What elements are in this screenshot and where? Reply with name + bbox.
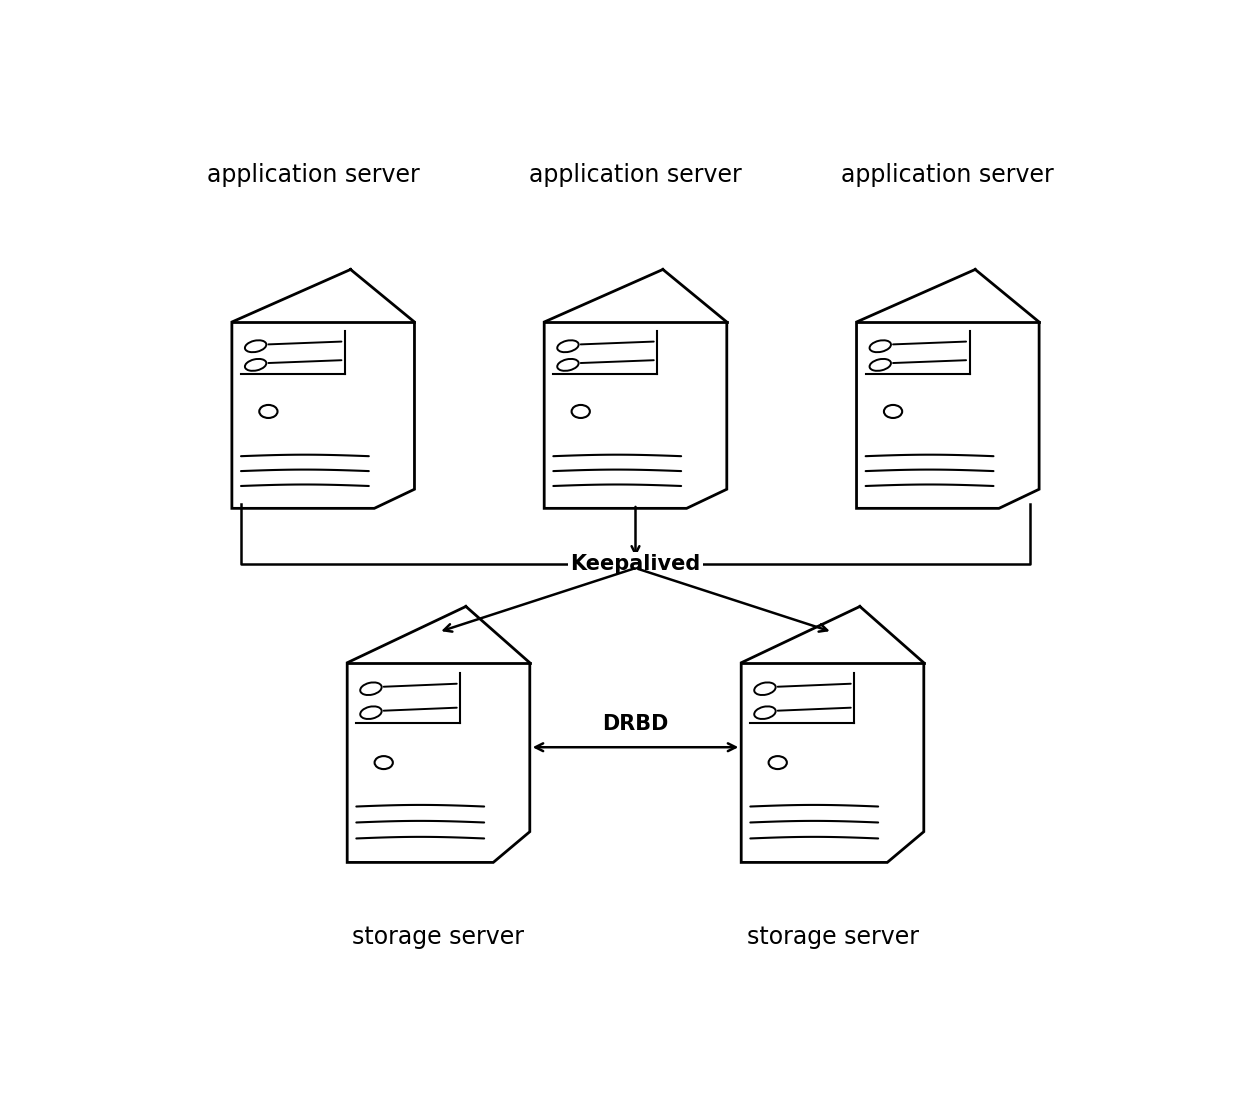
Text: storage server: storage server — [746, 925, 919, 950]
Text: application server: application server — [529, 163, 742, 187]
Text: DRBD: DRBD — [603, 715, 668, 735]
Text: Keepalived: Keepalived — [570, 554, 701, 574]
Text: application server: application server — [207, 163, 420, 187]
Text: storage server: storage server — [352, 925, 525, 950]
Text: application server: application server — [842, 163, 1054, 187]
